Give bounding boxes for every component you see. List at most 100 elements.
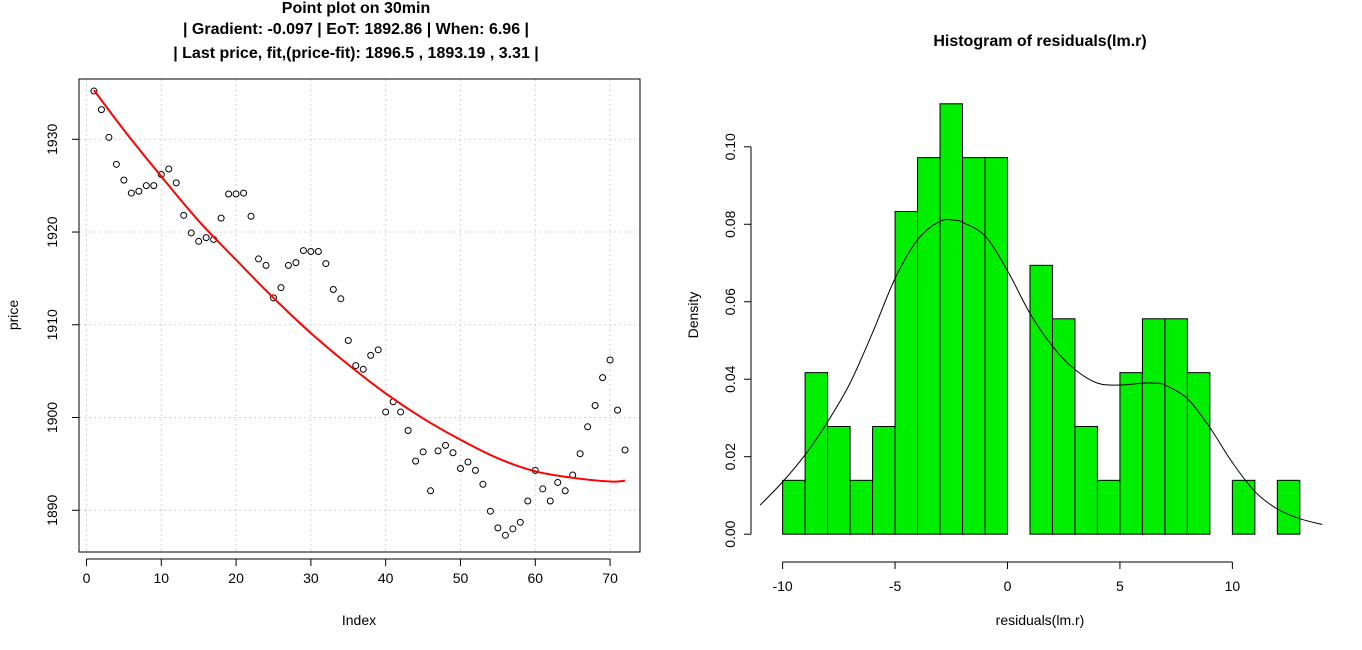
right-bars xyxy=(782,103,1301,535)
right-y-tick-label-0: 0.00 xyxy=(722,520,738,547)
left-title-line-2: | Gradient: -0.097 | EoT: 1892.86 | When… xyxy=(183,21,529,38)
data-point-12 xyxy=(172,179,180,187)
right-y-tick-label-1: 0.02 xyxy=(722,443,738,470)
histogram-bar-3 xyxy=(849,479,874,535)
histogram-bar-13 xyxy=(1074,425,1098,535)
data-point-62 xyxy=(546,497,554,505)
right-x-axis-label: residuals(lm.r) xyxy=(996,612,1085,628)
left-plot-frame xyxy=(78,78,641,553)
data-point-68 xyxy=(591,401,599,409)
data-point-30 xyxy=(307,248,315,256)
right-density xyxy=(759,218,1323,525)
data-point-59 xyxy=(524,497,532,505)
data-point-13 xyxy=(180,211,188,219)
right-title: Histogram of residuals(lm.r) xyxy=(933,33,1146,50)
right-y-axis-label: Density xyxy=(685,292,701,339)
right-y-tick-label-3: 0.06 xyxy=(722,288,738,315)
left-x-tick-label-3: 30 xyxy=(303,570,319,586)
fit-curve xyxy=(93,89,626,483)
histogram-bar-8 xyxy=(962,157,986,535)
left-y-tick-label-2: 1910 xyxy=(44,309,60,340)
data-point-45 xyxy=(419,448,427,456)
data-point-50 xyxy=(456,465,464,473)
left-x-tick-label-4: 40 xyxy=(378,570,394,586)
left-x-tick-label-5: 50 xyxy=(453,570,469,586)
right-x-tick-label-3: 5 xyxy=(1116,578,1124,594)
data-point-58 xyxy=(516,518,524,526)
data-point-70 xyxy=(606,356,614,364)
data-point-38 xyxy=(367,351,375,359)
data-point-55 xyxy=(494,524,502,532)
data-point-4 xyxy=(112,160,120,168)
left-marks xyxy=(90,87,629,539)
histogram-bar-17 xyxy=(1164,318,1188,535)
left-x-axis-label: Index xyxy=(342,612,376,628)
data-point-27 xyxy=(284,261,292,269)
histogram-bar-14 xyxy=(1096,479,1121,535)
histogram-bar-0 xyxy=(782,479,806,535)
left-x-tick-label-7: 70 xyxy=(602,570,618,586)
histogram: Histogram of residuals(lm.r) -10 -5 0 5 10 0.… xyxy=(685,33,1323,628)
data-point-44 xyxy=(412,457,420,465)
right-y-tick-label-5: 0.10 xyxy=(722,133,738,160)
data-point-2 xyxy=(97,106,105,114)
right-y-tick-label-2: 0.04 xyxy=(722,365,738,392)
data-point-29 xyxy=(299,247,307,255)
density-curve xyxy=(759,218,1323,525)
histogram-bar-4 xyxy=(872,425,896,535)
left-y-tick-label-1: 1900 xyxy=(44,402,60,433)
data-point-49 xyxy=(449,449,457,457)
data-point-24 xyxy=(262,261,270,269)
histogram-bar-18 xyxy=(1186,372,1211,535)
left-x-tick-label-0: 0 xyxy=(83,570,91,586)
data-point-48 xyxy=(442,441,450,449)
data-point-43 xyxy=(404,427,412,435)
data-point-26 xyxy=(277,284,285,292)
data-point-21 xyxy=(240,189,248,197)
data-point-54 xyxy=(486,507,494,515)
right-axes: -10 -5 0 5 10 0.00 0.02 0.04 0.06 0.08 0.10 xyxy=(722,133,1240,594)
data-point-64 xyxy=(561,487,569,495)
data-point-16 xyxy=(202,234,210,242)
data-point-9 xyxy=(150,182,158,190)
data-point-47 xyxy=(434,447,442,455)
histogram-bar-7 xyxy=(939,103,964,535)
left-grid xyxy=(79,79,640,552)
data-point-33 xyxy=(329,286,337,294)
right-x-tick-label-1: -5 xyxy=(889,578,902,594)
left-x-tick-label-6: 60 xyxy=(527,570,543,586)
right-x-tick-label-4: 10 xyxy=(1225,578,1241,594)
left-x-tick-label-2: 20 xyxy=(228,570,244,586)
data-point-1 xyxy=(90,87,98,95)
histogram-bar-16 xyxy=(1141,318,1166,535)
data-point-34 xyxy=(337,295,345,303)
histogram-bar-1 xyxy=(804,372,829,535)
histogram-bar-11 xyxy=(1029,264,1053,535)
data-point-72 xyxy=(621,446,629,454)
left-title-line-3: | Last price, fit,(price-fit): 1896.5 , … xyxy=(173,45,539,62)
histogram-bar-20 xyxy=(1231,479,1256,535)
data-point-3 xyxy=(105,133,113,141)
point-plot: Point plot on 30min | Gradient: -0.097 |… xyxy=(5,0,641,628)
left-y-axis-label: price xyxy=(5,300,21,331)
left-y-tick-label-4: 1930 xyxy=(44,124,60,155)
data-point-22 xyxy=(247,212,255,220)
data-point-63 xyxy=(554,478,562,486)
data-point-53 xyxy=(479,480,487,488)
data-point-71 xyxy=(614,406,622,414)
data-point-20 xyxy=(232,190,240,198)
data-point-25 xyxy=(269,294,277,302)
data-point-61 xyxy=(539,485,547,493)
data-point-67 xyxy=(584,423,592,431)
histogram-bar-5 xyxy=(894,210,919,535)
data-point-39 xyxy=(374,346,382,354)
left-y-tick-label-0: 1890 xyxy=(44,494,60,525)
right-x-tick-label-2: 0 xyxy=(1004,578,1012,594)
data-point-32 xyxy=(322,260,330,268)
histogram-bar-22 xyxy=(1276,479,1301,535)
data-point-8 xyxy=(142,182,150,190)
data-point-42 xyxy=(397,408,405,416)
data-point-56 xyxy=(501,531,509,539)
left-x-tick-label-1: 10 xyxy=(153,570,169,586)
